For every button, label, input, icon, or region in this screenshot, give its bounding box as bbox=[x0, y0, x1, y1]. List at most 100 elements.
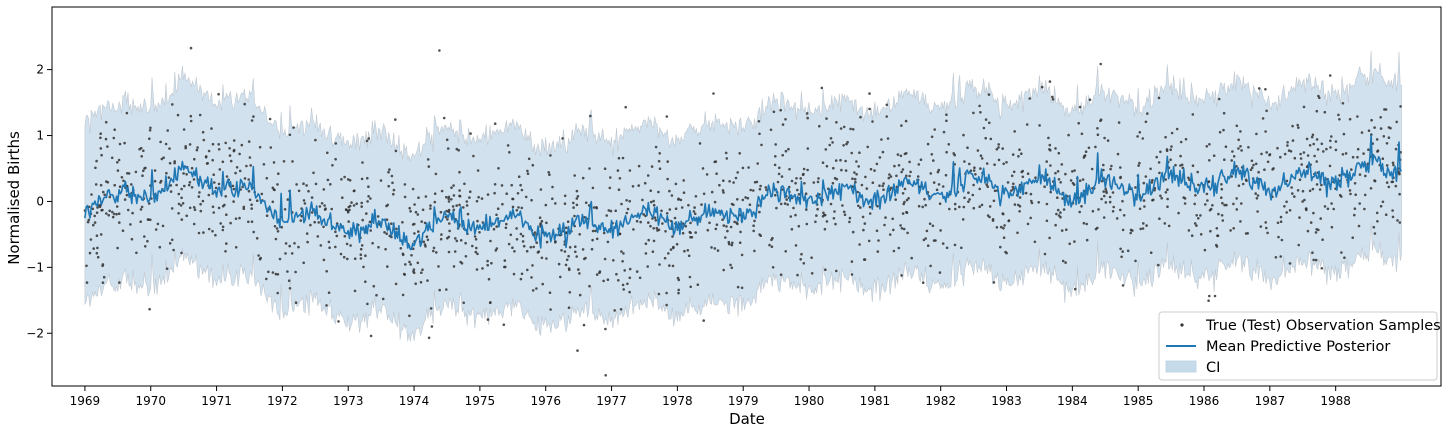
observation-point bbox=[1060, 163, 1064, 166]
observation-point bbox=[1119, 247, 1122, 251]
observation-point bbox=[1215, 243, 1218, 247]
observation-point bbox=[520, 272, 524, 276]
observation-point bbox=[1260, 152, 1263, 156]
observation-point bbox=[921, 281, 925, 285]
observation-point bbox=[1296, 189, 1300, 192]
observation-point bbox=[670, 194, 674, 197]
observation-point bbox=[255, 199, 259, 202]
observation-point bbox=[409, 210, 412, 213]
observation-point bbox=[655, 226, 659, 230]
observation-point bbox=[987, 93, 991, 96]
observation-point bbox=[1328, 164, 1332, 168]
observation-point bbox=[131, 211, 134, 215]
observation-point bbox=[458, 194, 462, 198]
observation-point bbox=[817, 177, 820, 180]
observation-point bbox=[1013, 203, 1017, 206]
observation-point bbox=[1208, 294, 1211, 298]
observation-point bbox=[784, 149, 788, 153]
observation-point bbox=[1191, 164, 1195, 167]
observation-point bbox=[1385, 142, 1389, 145]
observation-point bbox=[938, 202, 942, 205]
observation-point bbox=[106, 145, 109, 148]
observation-point bbox=[833, 176, 837, 180]
observation-point bbox=[825, 164, 829, 168]
observation-point bbox=[1068, 242, 1071, 246]
observation-point bbox=[926, 244, 930, 247]
observation-point bbox=[657, 159, 661, 163]
observation-point bbox=[978, 205, 981, 208]
observation-point bbox=[716, 249, 720, 252]
observation-point bbox=[922, 238, 926, 242]
observation-point bbox=[760, 143, 763, 147]
observation-point bbox=[452, 184, 455, 187]
mean-line bbox=[84, 134, 1403, 251]
observation-point bbox=[500, 184, 504, 187]
observation-point bbox=[1208, 209, 1212, 212]
observation-point bbox=[438, 288, 442, 292]
observation-point bbox=[93, 214, 96, 218]
observation-point bbox=[1106, 139, 1110, 142]
observation-point bbox=[832, 217, 836, 220]
observation-point bbox=[250, 207, 253, 210]
observation-point bbox=[777, 172, 781, 176]
observation-point bbox=[844, 159, 847, 163]
observation-point bbox=[474, 250, 478, 254]
observation-point bbox=[567, 267, 571, 270]
observation-point bbox=[882, 188, 885, 191]
observation-point bbox=[198, 191, 201, 194]
observation-point bbox=[201, 199, 205, 203]
observation-point bbox=[361, 218, 365, 222]
observation-point bbox=[313, 220, 317, 224]
x-tick-label: 1982 bbox=[925, 394, 956, 408]
observation-point bbox=[1344, 152, 1348, 155]
observation-point bbox=[846, 140, 849, 144]
observation-point bbox=[144, 245, 147, 248]
observation-point bbox=[1286, 144, 1289, 147]
observation-point bbox=[1293, 195, 1296, 198]
observation-point bbox=[637, 184, 640, 187]
observation-point bbox=[603, 257, 607, 261]
observation-point bbox=[149, 218, 152, 222]
observation-point bbox=[522, 244, 526, 248]
x-tick-label: 1984 bbox=[1057, 394, 1088, 408]
observation-point bbox=[448, 222, 451, 225]
observation-point bbox=[609, 209, 613, 213]
observation-point bbox=[411, 187, 415, 191]
observation-point bbox=[900, 124, 903, 127]
observation-point bbox=[475, 246, 478, 250]
observation-point bbox=[85, 264, 88, 268]
observation-point bbox=[447, 195, 451, 199]
observation-point bbox=[1364, 174, 1367, 178]
observation-point bbox=[609, 176, 612, 179]
observation-point bbox=[804, 192, 808, 195]
observation-point bbox=[234, 171, 237, 175]
observation-point bbox=[948, 207, 951, 211]
observation-point bbox=[1381, 200, 1385, 204]
observation-point bbox=[885, 115, 888, 118]
observation-point bbox=[111, 210, 114, 214]
observation-point bbox=[1138, 207, 1142, 211]
observation-point bbox=[758, 210, 761, 214]
observation-point bbox=[450, 186, 453, 189]
observation-point bbox=[752, 224, 755, 227]
observation-point bbox=[583, 257, 586, 261]
observation-point bbox=[271, 200, 275, 204]
observation-point bbox=[945, 113, 948, 116]
observation-point bbox=[329, 183, 332, 186]
observation-point bbox=[188, 206, 192, 210]
observation-point bbox=[493, 191, 496, 195]
observation-point bbox=[290, 252, 294, 255]
observation-point bbox=[992, 281, 996, 284]
observation-point bbox=[207, 149, 211, 153]
observation-point bbox=[326, 151, 329, 155]
observation-point bbox=[250, 119, 254, 122]
observation-point bbox=[738, 152, 741, 155]
observation-point bbox=[1122, 214, 1126, 217]
observation-point bbox=[432, 246, 436, 250]
observation-point bbox=[367, 137, 371, 140]
observation-point bbox=[576, 349, 579, 352]
observation-point bbox=[1311, 133, 1315, 137]
observation-point bbox=[892, 228, 895, 232]
observation-point bbox=[619, 308, 623, 311]
observation-point bbox=[972, 169, 976, 172]
